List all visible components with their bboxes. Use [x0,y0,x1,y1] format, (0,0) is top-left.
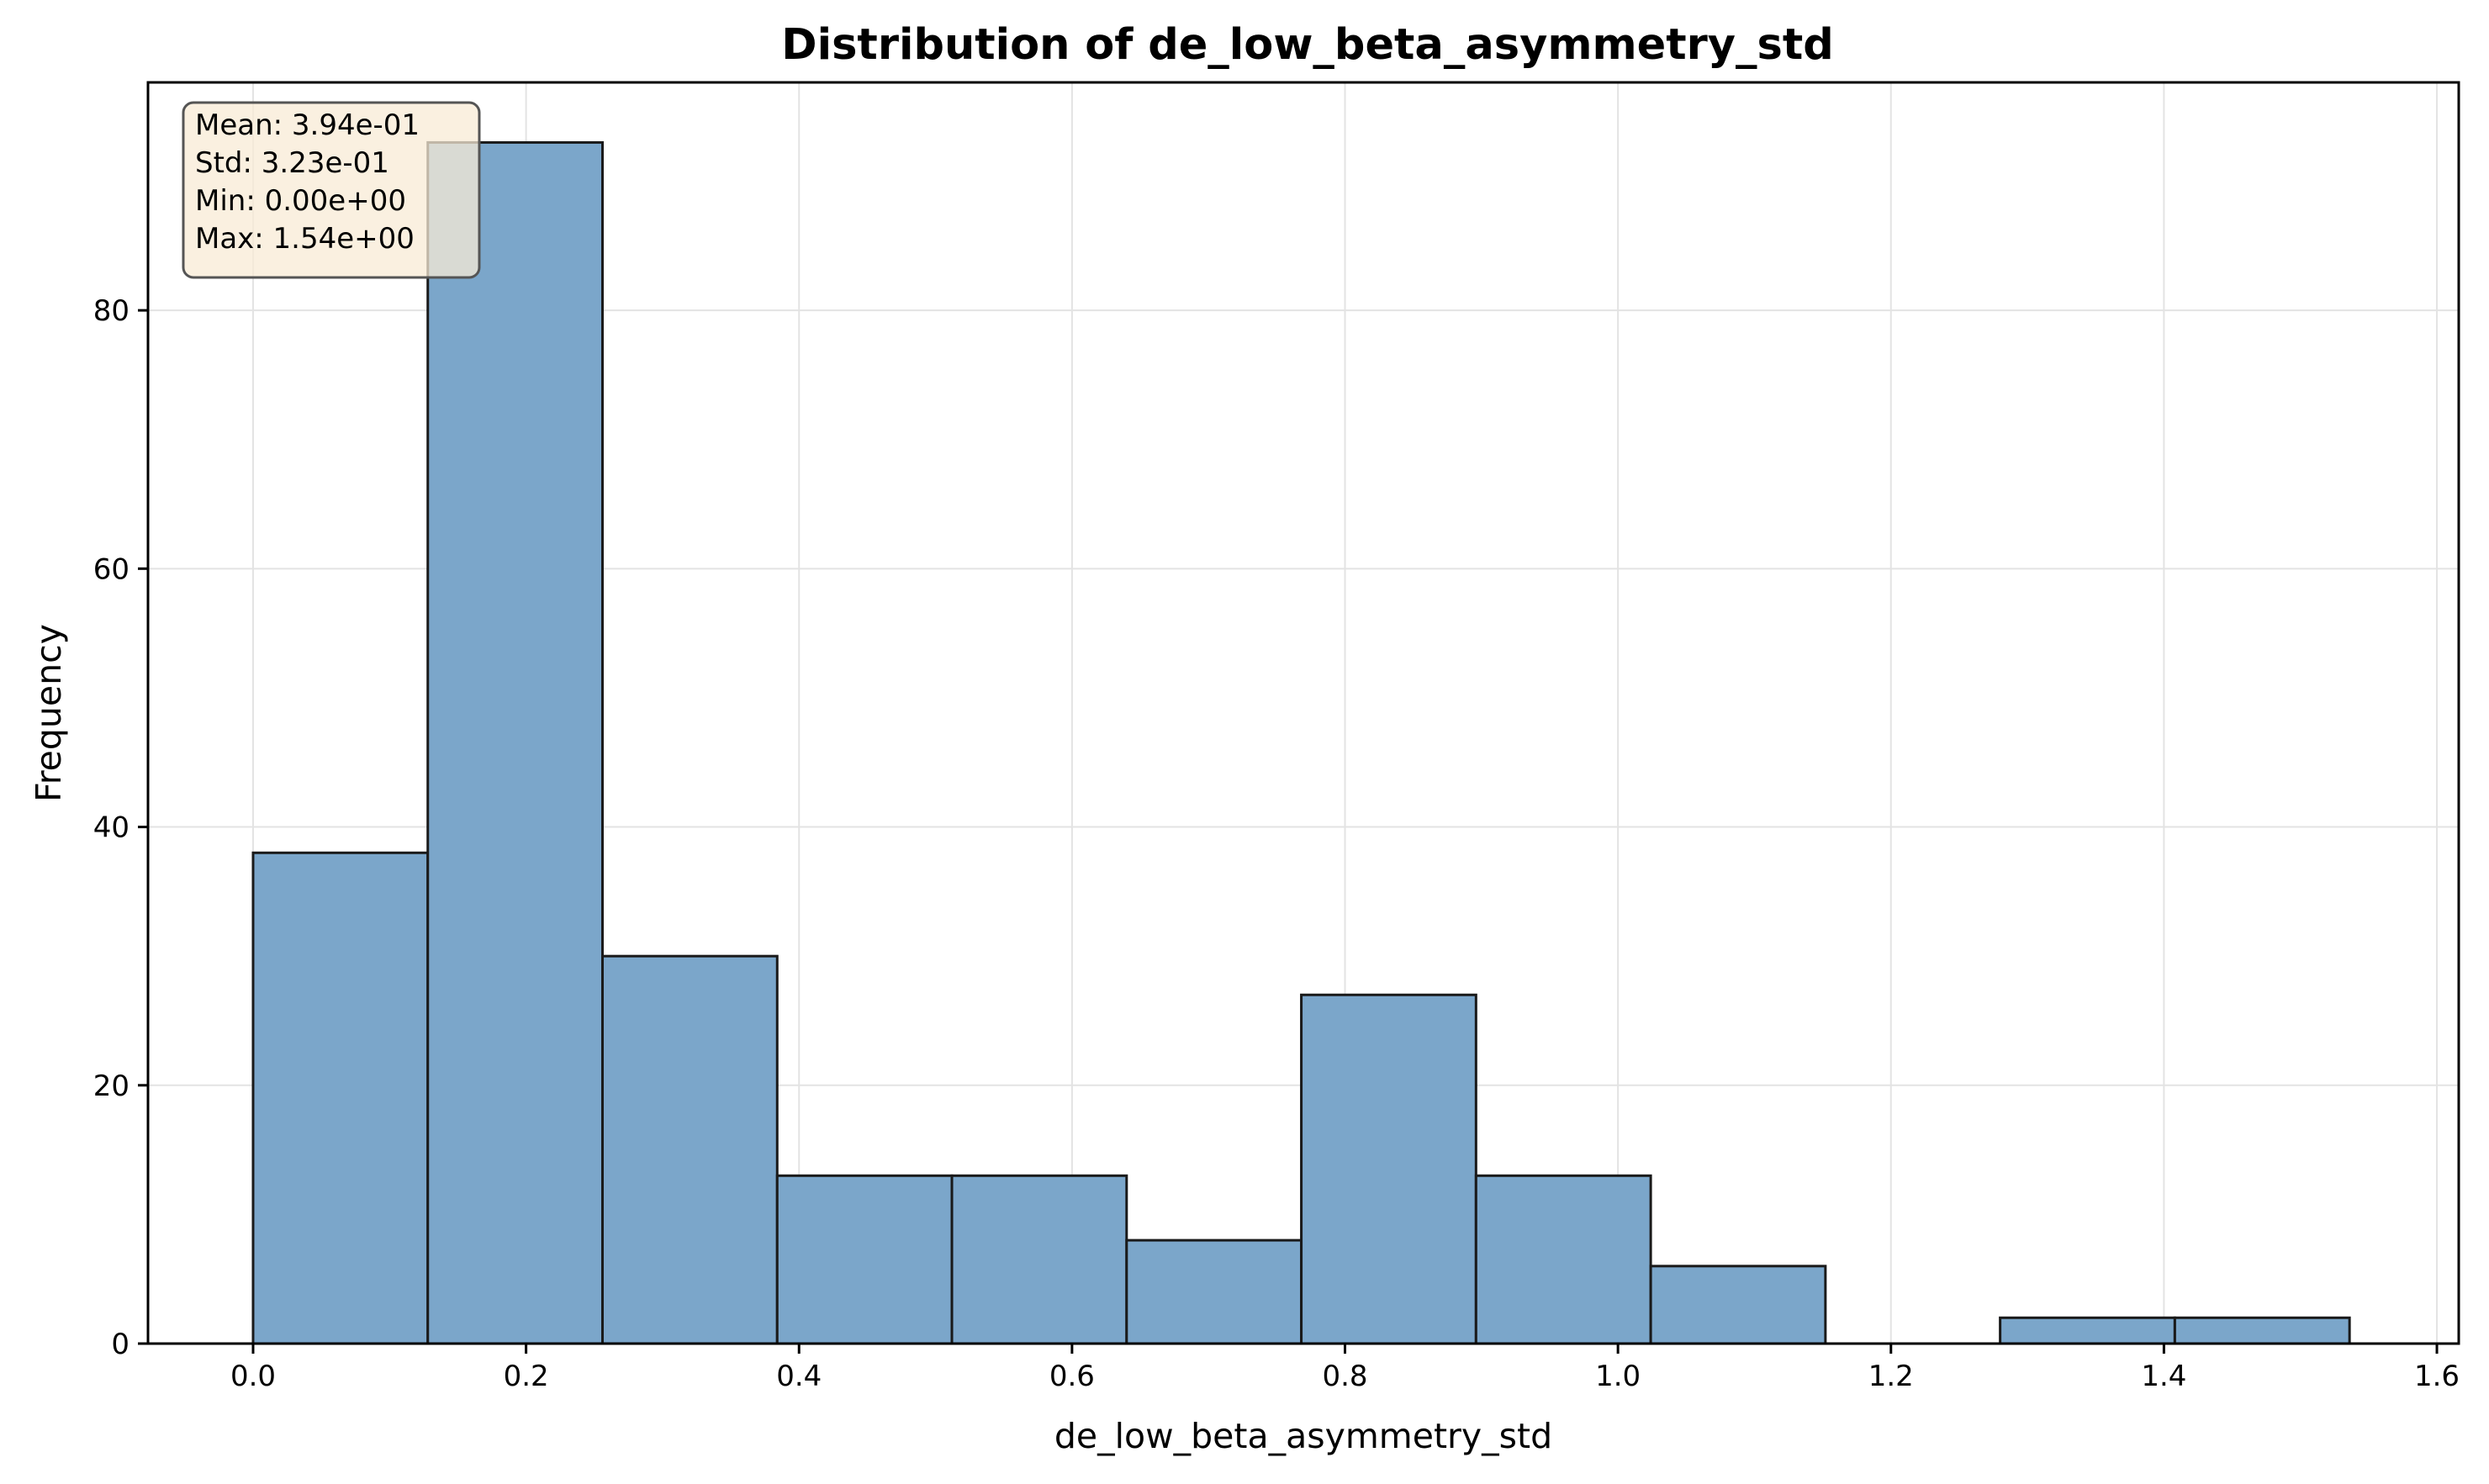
stats-mean: Mean: 3.94e-01 [195,108,420,142]
stats-min: Min: 0.00e+00 [195,184,406,218]
histogram-bar-9 [1649,1265,1827,1345]
histogram-bar-1 [251,851,430,1345]
histogram-bar-8 [1474,1174,1652,1345]
histogram-bar-11 [1999,1316,2176,1345]
y-tick-label: 80 [93,294,129,328]
x-tick-label: 0.0 [230,1360,276,1393]
y-tick-label: 40 [93,811,129,845]
y-tick-label: 60 [93,552,129,586]
histogram-bar-3 [601,954,779,1345]
x-tick-label: 1.4 [2141,1360,2186,1393]
histogram-bar-5 [950,1174,1128,1345]
histogram-bar-12 [2173,1316,2351,1345]
stats-max: Max: 1.54e+00 [195,222,415,256]
y-axis-ticks: 0 20 40 60 80 [93,294,148,1361]
histogram-bar-2 [426,140,605,1345]
stats-std: Std: 3.23e-01 [195,146,389,180]
x-axis-ticks: 0.0 0.2 0.4 0.6 0.8 1.0 1.2 1.4 1.6 [230,1344,2460,1393]
y-tick-label: 20 [93,1069,129,1103]
x-tick-label: 0.6 [1049,1360,1095,1393]
stats-box: Mean: 3.94e-01 Std: 3.23e-01 Min: 0.00e+… [182,101,481,279]
x-axis-label: de_low_beta_asymmetry_std [1054,1416,1552,1456]
histogram-bars [251,140,2351,1345]
x-tick-label: 0.8 [1322,1360,1367,1393]
histogram-bar-4 [775,1174,954,1345]
x-tick-label: 0.4 [776,1360,822,1393]
chart-title: Distribution of de_low_beta_asymmetry_st… [781,20,1833,70]
stats-box-background [182,101,481,279]
y-axis-label: Frequency [29,624,69,802]
x-tick-label: 1.0 [1595,1360,1641,1393]
x-tick-label: 1.6 [2414,1360,2460,1393]
histogram-bar-7 [1300,993,1477,1345]
histogram-bar-6 [1125,1238,1303,1345]
x-tick-label: 0.2 [504,1360,549,1393]
plot-frame [146,81,2460,1345]
y-tick-label: 0 [111,1328,129,1361]
x-tick-label: 1.2 [1868,1360,1914,1393]
